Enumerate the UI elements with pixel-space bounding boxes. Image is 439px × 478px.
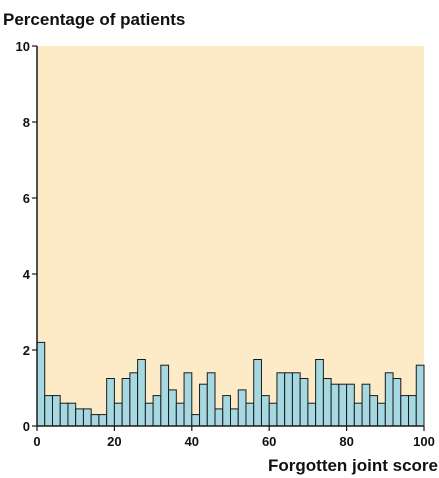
histogram-bar xyxy=(369,395,379,427)
histogram-bar xyxy=(338,383,348,427)
histogram-bar xyxy=(152,395,162,427)
histogram-bar xyxy=(415,364,425,427)
y-tick-label: 0 xyxy=(23,419,30,434)
histogram-bar xyxy=(268,402,278,427)
histogram-bar xyxy=(392,378,402,427)
histogram-bar xyxy=(330,383,340,427)
plot-background xyxy=(37,46,424,426)
histogram-bar xyxy=(90,414,100,427)
histogram-bar xyxy=(160,364,170,427)
x-tick-label: 0 xyxy=(33,434,40,449)
histogram-bar xyxy=(168,389,177,427)
histogram-bar xyxy=(408,395,417,427)
histogram-bar xyxy=(322,378,332,427)
histogram-bar xyxy=(36,341,46,427)
histogram-bar xyxy=(400,395,410,427)
histogram-bar xyxy=(260,395,270,427)
histogram-bar xyxy=(175,402,185,427)
y-tick-label: 10 xyxy=(16,39,30,54)
histogram-bar xyxy=(353,402,363,427)
histogram-bar xyxy=(222,395,231,427)
histogram-bar xyxy=(129,372,139,427)
histogram-bar xyxy=(237,389,247,427)
histogram-bar xyxy=(183,372,193,427)
histogram-bar xyxy=(121,378,131,427)
histogram-bar xyxy=(245,402,255,427)
histogram-bar xyxy=(230,408,239,427)
histogram-bar xyxy=(206,372,216,427)
histogram-bar xyxy=(346,383,355,427)
histogram-bar xyxy=(315,359,324,427)
histogram-bar xyxy=(291,372,301,427)
histogram-bar xyxy=(253,359,262,427)
histogram-bar xyxy=(106,378,115,427)
histogram-bar xyxy=(214,408,224,427)
bars-group xyxy=(36,341,425,427)
histogram-bar xyxy=(307,402,317,427)
x-tick-label: 40 xyxy=(185,434,199,449)
x-tick-label: 80 xyxy=(339,434,353,449)
histogram-bar xyxy=(82,408,92,427)
histogram-bar xyxy=(137,359,146,427)
y-tick-label: 8 xyxy=(23,115,30,130)
histogram-bar xyxy=(98,414,108,427)
y-axis-title: Percentage of patients xyxy=(3,10,186,29)
x-tick-label: 20 xyxy=(107,434,121,449)
histogram-bar xyxy=(361,383,371,427)
y-tick-label: 6 xyxy=(23,191,30,206)
histogram-bar xyxy=(67,402,77,427)
histogram-bar xyxy=(299,378,309,427)
x-tick-label: 60 xyxy=(262,434,276,449)
histogram-bar xyxy=(199,383,208,427)
y-tick-label: 2 xyxy=(23,343,30,358)
histogram-bar xyxy=(59,402,69,427)
histogram-bar xyxy=(144,402,154,427)
histogram-bar xyxy=(51,395,61,427)
x-tick-label: 100 xyxy=(413,434,435,449)
histogram-bar xyxy=(377,402,386,427)
histogram-bar xyxy=(75,408,84,427)
histogram-bar xyxy=(284,372,293,427)
histogram-bar xyxy=(44,395,53,427)
histogram-bar xyxy=(191,414,201,427)
y-tick-label: 4 xyxy=(23,267,31,282)
histogram-bar xyxy=(113,402,123,427)
x-axis-title: Forgotten joint score xyxy=(268,456,438,475)
histogram-bar xyxy=(276,372,286,427)
histogram-bar xyxy=(384,372,394,427)
